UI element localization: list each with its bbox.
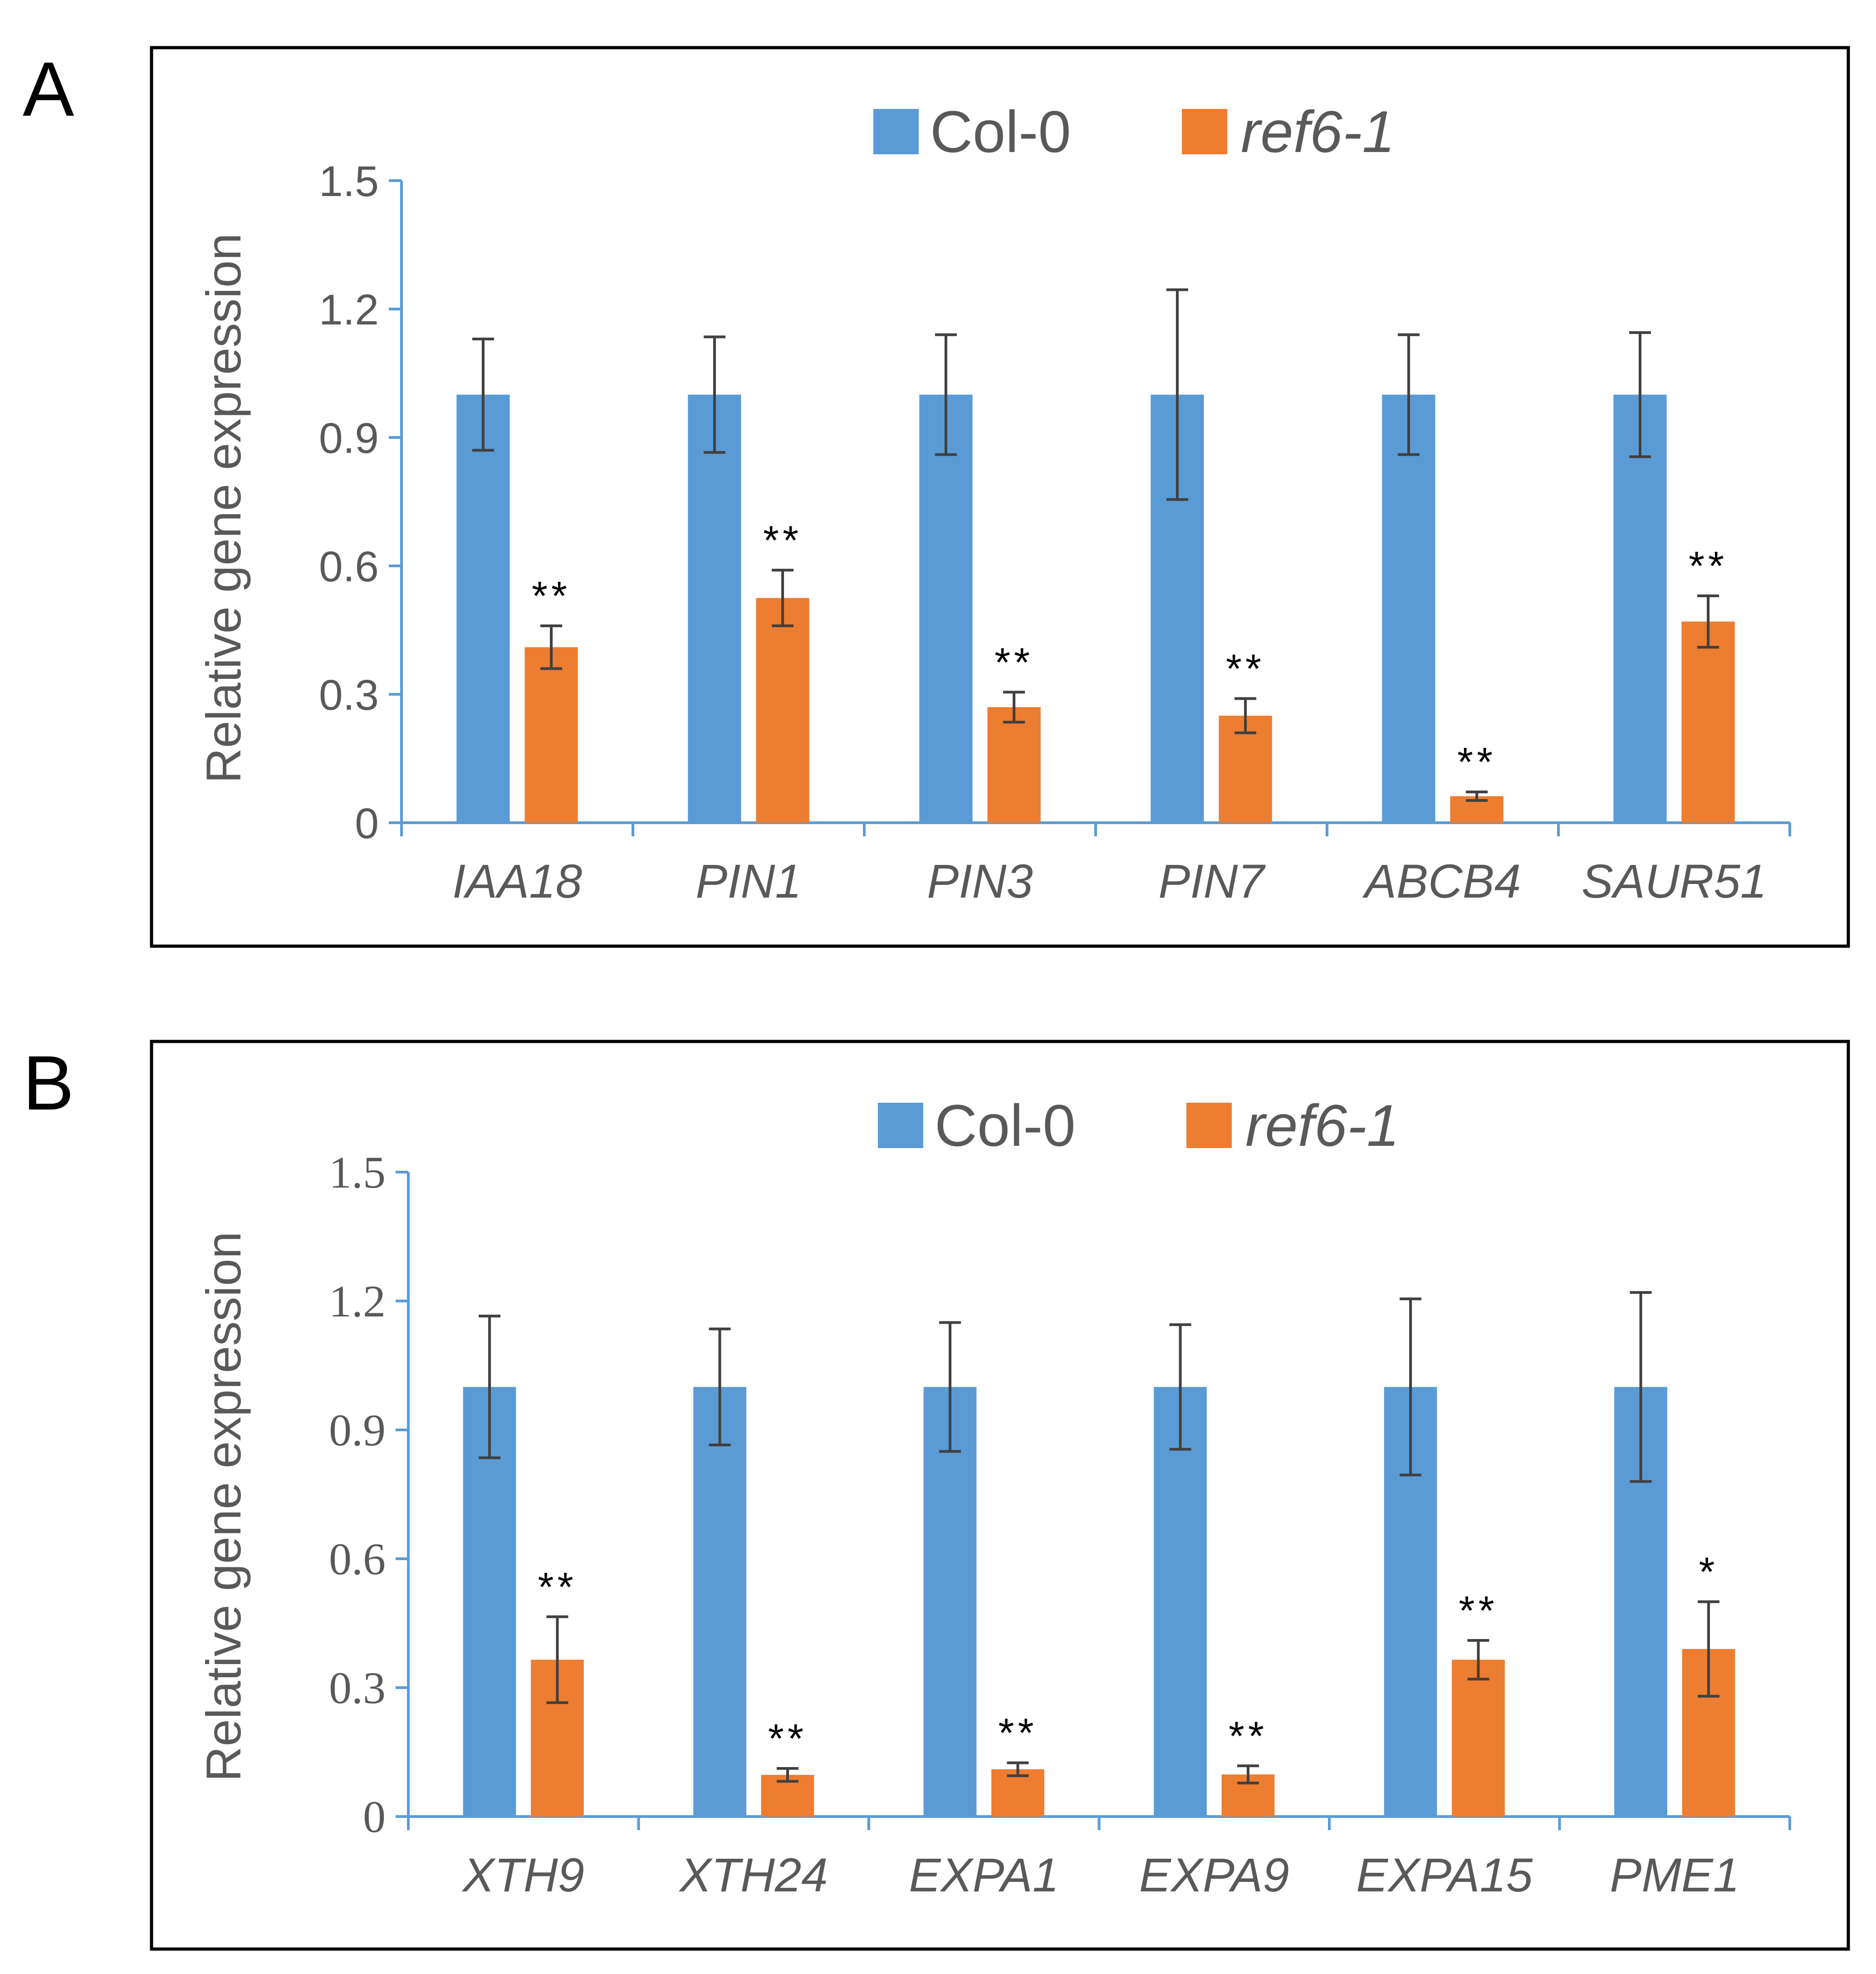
legend-b-ref6-swatch bbox=[1186, 1103, 1232, 1148]
panel-b-frame bbox=[150, 1040, 1850, 1951]
x-tick-label-a-SAUR51: SAUR51 bbox=[1582, 855, 1767, 908]
legend-b-ref6-label: ref6-1 bbox=[1245, 1092, 1400, 1159]
x-tick-label-b-XTH9: XTH9 bbox=[462, 1849, 584, 1902]
y-tick-label-a-5: 1.5 bbox=[319, 157, 379, 206]
y-axis-label-a: Relative gene expression bbox=[196, 233, 251, 784]
x-tick-label-b-EXPA15: EXPA15 bbox=[1356, 1849, 1533, 1902]
significance-a-PIN7: ** bbox=[1226, 646, 1265, 692]
x-tick-label-b-EXPA1: EXPA1 bbox=[909, 1849, 1059, 1902]
panel-b: B Col-0 ref6-1 Relative gene expression … bbox=[23, 1040, 1850, 1951]
significance-b-XTH24: ** bbox=[768, 1716, 807, 1762]
y-tick-label-b-0: 0 bbox=[363, 1792, 386, 1842]
legend-a-col0-swatch bbox=[873, 109, 919, 154]
significance-b-EXPA15: ** bbox=[1459, 1588, 1498, 1634]
y-axis-label-b: Relative gene expression bbox=[196, 1232, 251, 1782]
legend-b-col0-swatch bbox=[878, 1103, 923, 1148]
panel-a-frame bbox=[150, 46, 1850, 948]
y-tick-label-a-2: 0.6 bbox=[319, 543, 379, 591]
bar-a-col0-PIN3 bbox=[919, 394, 973, 823]
bar-a-col0-ABCB4 bbox=[1382, 394, 1435, 823]
y-tick-label-b-3: 0.9 bbox=[329, 1405, 386, 1455]
bar-b-col0-XTH24 bbox=[693, 1387, 746, 1817]
bar-a-col0-PIN1 bbox=[688, 394, 741, 823]
significance-b-PME1: * bbox=[1699, 1550, 1718, 1595]
bar-b-col0-EXPA1 bbox=[923, 1387, 977, 1817]
bar-b-col0-EXPA9 bbox=[1154, 1387, 1207, 1817]
legend-a: Col-0 ref6-1 bbox=[873, 98, 1395, 165]
bar-a-ref6-PIN1 bbox=[756, 598, 809, 823]
x-tick-label-a-PIN7: PIN7 bbox=[1158, 855, 1266, 908]
significance-b-EXPA9: ** bbox=[1229, 1714, 1268, 1759]
bar-b-ref6-EXPA1 bbox=[991, 1769, 1044, 1817]
x-tick-label-b-EXPA9: EXPA9 bbox=[1139, 1849, 1289, 1902]
y-tick-label-b-2: 0.6 bbox=[329, 1534, 386, 1584]
significance-b-XTH9: ** bbox=[538, 1565, 577, 1610]
y-tick-label-a-1: 0.3 bbox=[319, 671, 379, 719]
legend-a-ref6-label: ref6-1 bbox=[1241, 98, 1395, 165]
significance-b-EXPA1: ** bbox=[998, 1711, 1037, 1756]
bar-a-ref6-PIN3 bbox=[987, 707, 1041, 823]
significance-a-SAUR51: ** bbox=[1689, 544, 1728, 589]
y-tick-label-a-3: 0.9 bbox=[319, 414, 379, 462]
bar-a-ref6-IAA18 bbox=[524, 647, 578, 823]
significance-a-PIN1: ** bbox=[763, 518, 802, 563]
legend-b-col0-label: Col-0 bbox=[935, 1092, 1076, 1159]
y-tick-label-a-0: 0 bbox=[355, 800, 379, 848]
bar-a-ref6-SAUR51 bbox=[1681, 621, 1735, 823]
x-tick-label-a-PIN3: PIN3 bbox=[927, 855, 1033, 908]
x-tick-label-b-PME1: PME1 bbox=[1610, 1849, 1739, 1902]
bar-a-col0-IAA18 bbox=[456, 394, 510, 823]
panel-a: A Col-0 ref6-1 Relative gene expression … bbox=[23, 46, 1850, 948]
y-tick-label-b-1: 0.3 bbox=[329, 1663, 386, 1713]
y-tick-label-a-4: 1.2 bbox=[319, 286, 379, 334]
panel-label-b: B bbox=[23, 1040, 74, 1126]
panel-label-a: A bbox=[23, 46, 74, 133]
x-tick-label-a-ABCB4: ABCB4 bbox=[1362, 855, 1521, 908]
x-tick-label-a-PIN1: PIN1 bbox=[696, 855, 801, 908]
bar-b-ref6-EXPA15 bbox=[1452, 1660, 1505, 1817]
y-tick-label-b-5: 1.5 bbox=[329, 1147, 386, 1198]
legend-a-col0-label: Col-0 bbox=[930, 98, 1071, 165]
bar-a-col0-SAUR51 bbox=[1613, 394, 1667, 823]
significance-a-ABCB4: ** bbox=[1457, 740, 1496, 785]
significance-a-PIN3: ** bbox=[994, 640, 1034, 685]
legend-b: Col-0 ref6-1 bbox=[878, 1092, 1400, 1159]
legend-a-ref6-swatch bbox=[1182, 109, 1227, 154]
y-tick-label-b-4: 1.2 bbox=[329, 1276, 386, 1326]
x-tick-label-a-IAA18: IAA18 bbox=[452, 855, 582, 908]
significance-a-IAA18: ** bbox=[532, 574, 571, 619]
x-tick-label-b-XTH24: XTH24 bbox=[679, 1849, 828, 1902]
